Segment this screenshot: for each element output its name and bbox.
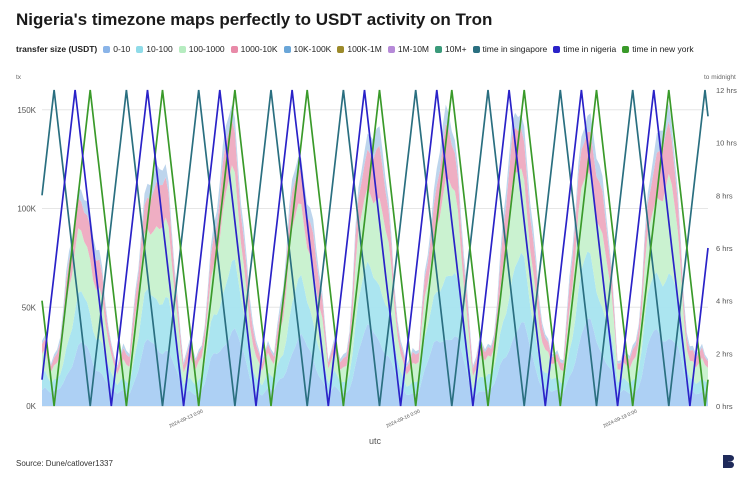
- legend-swatch: [103, 45, 111, 53]
- area-100-1000: [42, 165, 708, 389]
- line-time-in-singapore: [41, 89, 709, 407]
- legend-item[interactable]: time in new york: [622, 44, 694, 54]
- legend-label: 10M+: [445, 44, 467, 54]
- legend-swatch: [553, 45, 561, 53]
- legend-label: 100-1000: [188, 44, 225, 54]
- legend-swatch: [230, 45, 238, 53]
- chart-title: Nigeria's timezone maps perfectly to USD…: [16, 10, 493, 29]
- legend-swatch: [472, 45, 480, 53]
- legend-item[interactable]: 1M-10M: [387, 44, 430, 54]
- legend-swatch: [178, 45, 186, 53]
- legend-label: time in nigeria: [563, 44, 617, 54]
- legend-label: 1M-10M: [397, 44, 430, 54]
- legend-item[interactable]: time in nigeria: [553, 44, 616, 54]
- legend-label: 10K-100K: [293, 44, 332, 54]
- legend-item[interactable]: 1000-10K: [230, 44, 278, 54]
- y2-axis-label: to midnight: [704, 74, 736, 81]
- legend-title: transfer size (USDT): [16, 44, 98, 54]
- legend-label: time in new york: [632, 44, 694, 54]
- source-note: Source: Dune/catlover1337: [16, 459, 113, 468]
- legend-swatch: [283, 45, 291, 53]
- legend-item[interactable]: 10M+: [435, 44, 467, 54]
- legend-swatch: [387, 45, 395, 53]
- legend-label: time in singapore: [482, 44, 548, 54]
- y-tick-label: 0K: [26, 402, 36, 411]
- dune-logo-icon: [723, 455, 734, 468]
- legend-items: 0-10 10-100 100-1000 1000-10K 10K-100K 100K-1…: [103, 44, 699, 54]
- line-time-in-new-york: [41, 89, 709, 407]
- y2-tick-label: 4 hrs: [716, 297, 733, 306]
- x-tick-label: 2024-09-16 0:00: [385, 409, 421, 430]
- legend-item[interactable]: 10-100: [136, 44, 173, 54]
- legend-label: 10-100: [146, 44, 173, 54]
- y2-tick-label: 6 hrs: [716, 244, 733, 253]
- legend-swatch: [435, 45, 443, 53]
- y2-tick-label: 2 hrs: [716, 349, 733, 358]
- y-tick-label: 150K: [17, 106, 36, 115]
- y-tick-label: 100K: [17, 205, 36, 214]
- legend-label: 0-10: [113, 44, 131, 54]
- legend-label: 1000-10K: [240, 44, 278, 54]
- legend-swatch: [622, 45, 630, 53]
- y-tick-label: 50K: [22, 303, 37, 312]
- legend-item[interactable]: 10K-100K: [283, 44, 332, 54]
- x-axis-label: utc: [369, 436, 382, 446]
- y2-tick-label: 0 hrs: [716, 402, 733, 411]
- y2-tick-label: 10 hrs: [716, 139, 737, 148]
- legend-swatch: [337, 45, 345, 53]
- area-1000-10k: [42, 119, 708, 377]
- legend: transfer size (USDT) 0-10 10-100 100-1000 1…: [16, 44, 700, 54]
- legend-label: 100K-1M: [347, 44, 382, 54]
- x-tick-label: 2024-09-13 0:00: [168, 409, 204, 430]
- legend-swatch: [136, 45, 144, 53]
- y2-tick-label: 12 hrs: [716, 86, 737, 95]
- y2-tick-label: 8 hrs: [716, 191, 733, 200]
- y-axis-label: tx: [16, 74, 22, 81]
- legend-item[interactable]: time in singapore: [472, 44, 548, 54]
- line-time-in-nigeria: [41, 89, 709, 407]
- legend-item[interactable]: 0-10: [103, 44, 130, 54]
- legend-item[interactable]: 100K-1M: [337, 44, 382, 54]
- area-10-100: [42, 251, 708, 397]
- chart-area: 0K 50K 100K 150K 0 hrs 2 hrs 4 hrs 6 hrs 8 hrs 10…: [16, 74, 737, 446]
- legend-item[interactable]: 100-1000: [178, 44, 225, 54]
- x-tick-label: 2024-09-19 0:00: [602, 409, 638, 430]
